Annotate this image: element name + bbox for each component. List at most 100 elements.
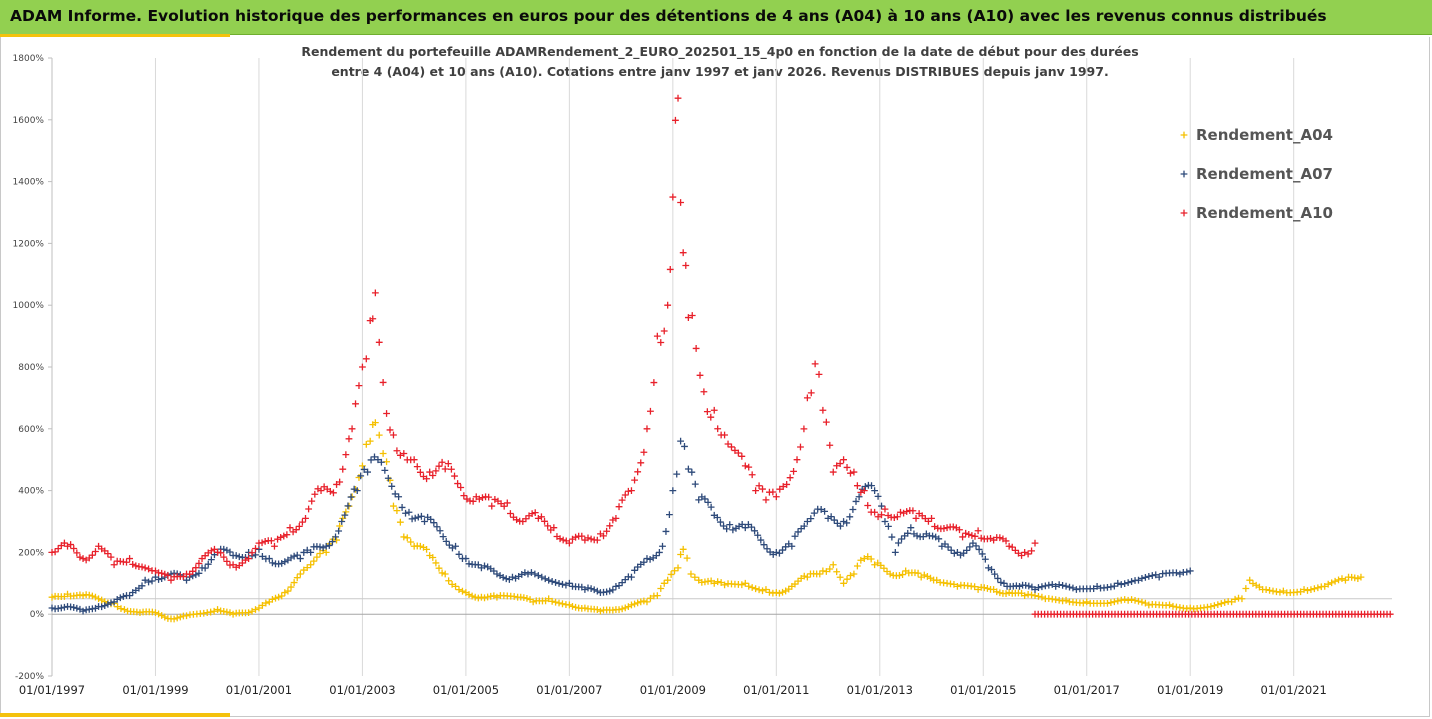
data-point (559, 600, 566, 608)
data-point (524, 570, 532, 578)
data-point (1038, 593, 1046, 601)
data-point (988, 566, 995, 573)
data-point (1186, 567, 1194, 575)
data-point (444, 460, 452, 468)
data-point (167, 576, 175, 584)
data-point (267, 537, 275, 545)
data-point (545, 576, 553, 584)
data-point (657, 339, 665, 346)
data-point (521, 569, 529, 576)
data-point (411, 514, 419, 522)
data-point (336, 522, 344, 530)
data-point (400, 450, 408, 457)
data-point (618, 496, 626, 504)
data-point (682, 262, 690, 269)
data-point (1117, 581, 1125, 588)
data-point (714, 578, 722, 586)
data-point (1169, 602, 1177, 610)
data-point (488, 502, 496, 510)
data-point (295, 522, 303, 530)
data-point (836, 573, 844, 581)
data-point (48, 604, 56, 612)
data-point (366, 437, 374, 445)
data-point (674, 94, 682, 102)
data-point (653, 592, 661, 600)
data-point (210, 607, 218, 615)
data-point (79, 555, 87, 562)
data-point (88, 551, 96, 559)
data-point (1124, 596, 1132, 604)
data-point (552, 579, 559, 586)
data-point (600, 532, 607, 540)
data-point (717, 518, 724, 526)
report-title: ADAM Informe. Evolution historique des p… (10, 7, 1327, 25)
data-point (871, 487, 879, 494)
data-point (319, 544, 327, 552)
data-point (721, 581, 728, 589)
data-point (726, 521, 734, 528)
data-point (54, 545, 62, 553)
data-point (211, 545, 218, 553)
data-point (138, 582, 146, 590)
data-point (145, 565, 152, 573)
data-point (817, 506, 825, 513)
data-point (299, 518, 306, 526)
data-point (637, 598, 645, 606)
data-point (752, 585, 760, 593)
data-point (1052, 582, 1060, 590)
data-point (840, 518, 847, 525)
data-point (252, 545, 259, 552)
data-point (840, 456, 847, 464)
data-point (977, 534, 985, 542)
data-point (430, 519, 438, 527)
data-point (252, 606, 259, 613)
data-point (126, 555, 134, 562)
data-point (550, 524, 558, 532)
data-point (317, 487, 325, 494)
data-point (101, 602, 109, 610)
data-point (984, 585, 991, 592)
data-point (432, 559, 440, 567)
data-point (493, 593, 501, 601)
data-point (348, 425, 356, 433)
data-point (371, 289, 379, 297)
data-point (850, 570, 858, 578)
data-point (325, 542, 333, 549)
data-point (757, 536, 765, 544)
y-tick-label: 1400% (13, 178, 45, 188)
data-point (581, 586, 589, 593)
data-point (700, 388, 708, 396)
data-point (631, 566, 638, 574)
data-point (1021, 549, 1029, 556)
data-point (972, 542, 980, 550)
data-point (1300, 586, 1308, 593)
data-point (303, 564, 311, 572)
data-point (183, 612, 190, 620)
data-point (779, 588, 786, 596)
data-point (433, 523, 441, 531)
data-point (1279, 587, 1287, 595)
data-point (341, 511, 349, 519)
data-point (1062, 582, 1070, 590)
data-point (965, 530, 973, 538)
data-point (807, 515, 815, 523)
data-point (920, 571, 928, 579)
data-point (85, 591, 93, 599)
series-Rendement_A10-flat (1031, 610, 1394, 618)
data-point (954, 582, 961, 590)
data-point (584, 534, 592, 542)
data-point (509, 573, 516, 581)
x-tick-label: 01/01/2021 (1261, 683, 1327, 697)
data-point (741, 462, 749, 470)
data-point (996, 534, 1004, 542)
data-point (429, 554, 437, 561)
data-point (928, 515, 935, 522)
data-point (666, 511, 673, 519)
data-point (423, 475, 430, 483)
data-point (850, 468, 858, 476)
data-point (1107, 599, 1115, 606)
data-point (695, 496, 703, 504)
data-point (912, 515, 920, 522)
data-point (374, 456, 382, 464)
data-point (803, 394, 811, 402)
